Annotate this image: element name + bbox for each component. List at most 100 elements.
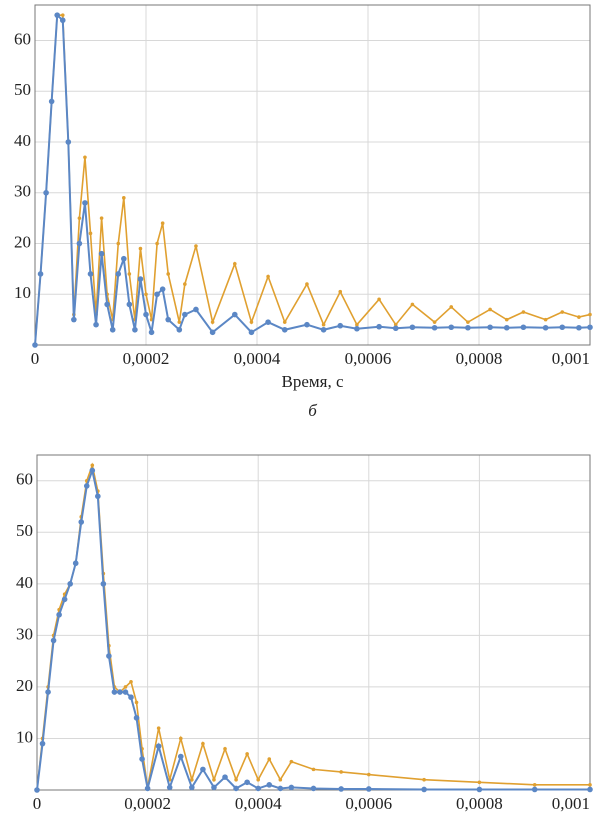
series-line bbox=[34, 13, 591, 346]
data-point bbox=[166, 272, 170, 276]
series-line bbox=[36, 462, 590, 791]
data-point bbox=[366, 786, 372, 792]
data-point bbox=[421, 786, 427, 793]
data-point bbox=[367, 772, 371, 777]
data-point bbox=[143, 311, 149, 318]
x-axis-label: Время, с bbox=[281, 372, 343, 391]
data-point bbox=[83, 155, 87, 160]
data-point bbox=[520, 324, 527, 331]
data-point bbox=[154, 291, 160, 298]
data-point bbox=[43, 189, 49, 196]
data-point bbox=[100, 581, 107, 587]
data-point bbox=[67, 581, 73, 587]
x-tick-label: 0 bbox=[31, 349, 40, 368]
data-point bbox=[577, 315, 581, 319]
data-point bbox=[256, 777, 261, 782]
data-point bbox=[137, 276, 144, 282]
data-point bbox=[393, 322, 398, 327]
data-point bbox=[531, 786, 538, 793]
data-point bbox=[339, 770, 343, 774]
data-point bbox=[109, 326, 116, 333]
y-tick-label: 40 bbox=[16, 573, 33, 592]
data-point bbox=[61, 596, 68, 603]
data-point bbox=[76, 240, 83, 247]
data-point bbox=[200, 766, 206, 773]
data-point bbox=[255, 785, 261, 792]
data-point bbox=[176, 326, 183, 333]
data-point bbox=[144, 785, 151, 792]
data-point bbox=[32, 342, 38, 348]
data-point bbox=[155, 241, 159, 246]
data-point bbox=[127, 272, 132, 276]
data-point bbox=[223, 746, 227, 751]
plot-frame bbox=[36, 454, 591, 791]
data-point bbox=[422, 777, 426, 782]
data-point bbox=[111, 689, 118, 695]
x-tick-label: 0,0004 bbox=[234, 349, 281, 368]
data-point bbox=[542, 324, 549, 331]
y-tick-label: 20 bbox=[14, 232, 31, 251]
data-point bbox=[132, 326, 138, 333]
data-point bbox=[409, 324, 416, 331]
data-point bbox=[266, 782, 273, 788]
data-point bbox=[337, 322, 344, 329]
data-point bbox=[144, 292, 148, 297]
y-tick-label: 10 bbox=[14, 283, 31, 302]
data-point bbox=[177, 320, 182, 324]
data-point bbox=[139, 756, 145, 762]
x-tick-label: 0,0004 bbox=[235, 794, 282, 813]
data-point bbox=[449, 305, 454, 309]
data-point bbox=[121, 255, 127, 262]
data-point bbox=[354, 325, 360, 332]
data-point bbox=[431, 324, 438, 331]
data-point bbox=[78, 519, 85, 525]
data-point bbox=[233, 785, 239, 792]
data-point bbox=[265, 319, 271, 325]
data-point bbox=[129, 679, 133, 684]
data-point bbox=[477, 780, 482, 785]
data-point bbox=[178, 736, 183, 741]
data-point bbox=[304, 321, 310, 328]
data-point bbox=[465, 324, 471, 331]
data-point bbox=[278, 777, 283, 782]
data-point bbox=[122, 689, 129, 695]
data-point bbox=[189, 784, 195, 791]
data-point bbox=[89, 467, 96, 474]
data-point bbox=[95, 493, 101, 500]
data-point bbox=[282, 320, 287, 324]
data-point bbox=[148, 329, 155, 336]
y-tick-label: 60 bbox=[14, 29, 31, 48]
data-point bbox=[128, 694, 134, 701]
data-point bbox=[338, 289, 343, 294]
data-point bbox=[133, 715, 140, 721]
data-point bbox=[138, 246, 143, 251]
data-point bbox=[543, 317, 548, 322]
data-point bbox=[277, 785, 284, 792]
data-point bbox=[48, 98, 55, 105]
data-point bbox=[194, 244, 198, 248]
data-point bbox=[104, 301, 110, 308]
data-point bbox=[126, 301, 133, 308]
data-point bbox=[222, 774, 228, 780]
data-point bbox=[248, 329, 255, 336]
data-point bbox=[159, 286, 166, 292]
data-point bbox=[234, 777, 238, 782]
data-point bbox=[488, 307, 492, 312]
data-point bbox=[90, 463, 95, 468]
data-point bbox=[93, 321, 99, 328]
data-point bbox=[117, 689, 123, 695]
caption: б bbox=[308, 401, 317, 420]
data-point bbox=[182, 311, 188, 318]
data-point bbox=[65, 139, 72, 145]
y-tick-label: 50 bbox=[16, 521, 33, 540]
data-point bbox=[201, 741, 205, 746]
data-point bbox=[521, 310, 526, 314]
data-point bbox=[288, 784, 295, 791]
data-point bbox=[165, 316, 171, 323]
data-point bbox=[267, 757, 272, 761]
data-point bbox=[410, 302, 415, 307]
data-point bbox=[177, 753, 184, 760]
data-point bbox=[310, 785, 317, 792]
data-point bbox=[466, 320, 470, 324]
